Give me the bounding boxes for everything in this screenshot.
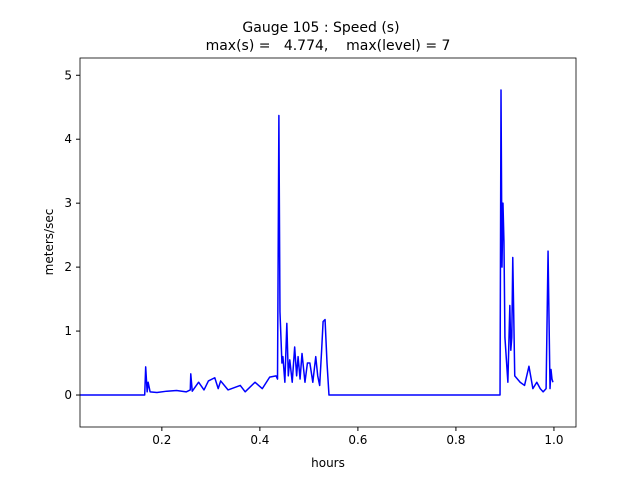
x-axis-label: hours xyxy=(311,456,345,470)
plot-frame xyxy=(79,57,577,428)
x-tick-label: 0.4 xyxy=(250,433,269,447)
x-tick-label: 0.2 xyxy=(152,433,171,447)
y-tick-label: 3 xyxy=(64,196,72,210)
line-series xyxy=(80,89,554,396)
x-tick-label: 1.0 xyxy=(544,433,563,447)
x-tick-label: 0.6 xyxy=(348,433,367,447)
y-tick-label: 1 xyxy=(64,324,72,338)
y-tick-label: 4 xyxy=(64,132,72,146)
chart-title: Gauge 105 : Speed (s) xyxy=(242,20,399,36)
y-tick-label: 5 xyxy=(64,68,72,82)
chart-subtitle: max(s) = 4.774, max(level) = 7 xyxy=(206,38,451,54)
y-axis-label: meters/sec xyxy=(42,209,56,276)
y-tick-label: 0 xyxy=(64,388,72,402)
y-tick-label: 2 xyxy=(64,260,72,274)
x-tick-label: 0.8 xyxy=(446,433,465,447)
